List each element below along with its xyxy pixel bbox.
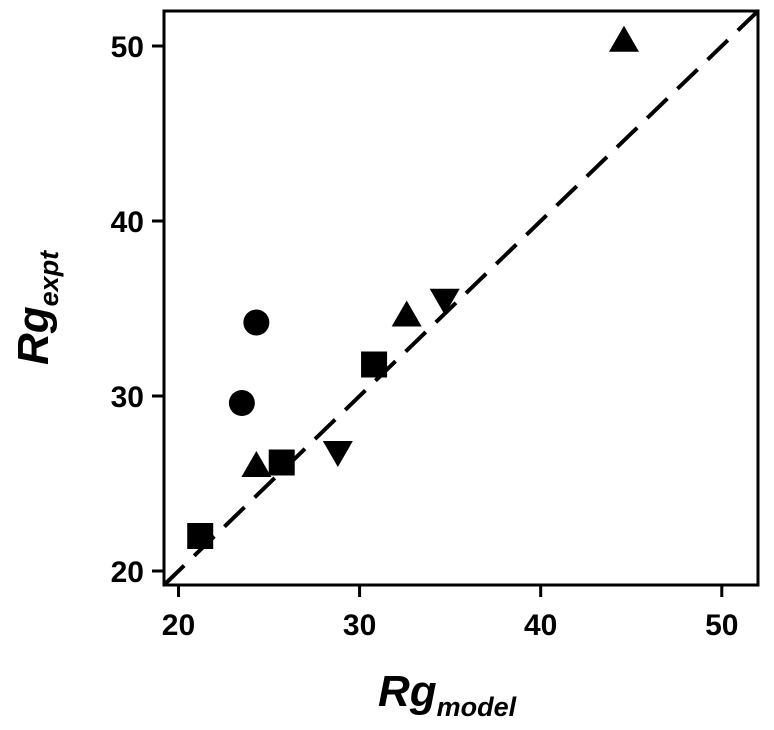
x-axis: 20 30 40 50 xyxy=(162,585,738,642)
y-axis-label-main: Rg xyxy=(9,306,58,365)
y-axis-label-sub: expt xyxy=(34,250,64,307)
triangle-up-marker xyxy=(391,300,422,327)
plot-area xyxy=(162,9,760,587)
x-tick-label: 40 xyxy=(524,609,557,642)
x-tick-label: 50 xyxy=(705,609,738,642)
circle-marker xyxy=(243,309,270,336)
plot-frame xyxy=(162,9,760,587)
y-tick-label: 40 xyxy=(111,206,144,239)
square-marker xyxy=(268,449,295,476)
reference-dashed-line xyxy=(162,9,760,587)
y-tick-label: 50 xyxy=(111,31,144,64)
x-axis-label-main: Rg xyxy=(378,667,437,716)
x-tick-label: 20 xyxy=(162,609,195,642)
circle-marker xyxy=(228,390,255,416)
y-axis: 20 30 40 50 xyxy=(111,31,164,589)
x-axis-label-sub: model xyxy=(437,692,517,722)
triangle-down-marker xyxy=(322,441,353,467)
x-axis-label: Rgmodel xyxy=(378,667,517,722)
y-tick-label: 30 xyxy=(111,381,144,414)
square-marker xyxy=(187,523,214,549)
square-marker xyxy=(361,351,388,378)
data-points xyxy=(187,25,639,549)
y-tick-label: 20 xyxy=(111,556,144,589)
triangle-up-marker xyxy=(241,451,272,477)
x-tick-label: 30 xyxy=(343,609,376,642)
triangle-up-marker xyxy=(608,25,639,52)
triangle-down-marker xyxy=(429,288,460,315)
y-axis-label: Rgexpt xyxy=(9,250,64,365)
